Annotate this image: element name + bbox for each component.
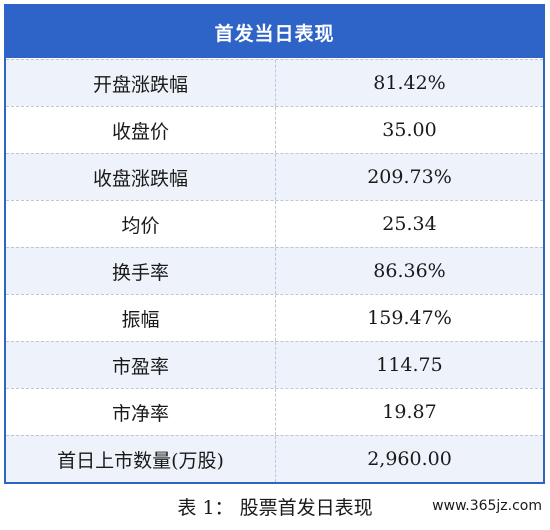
row-value: 209.73% bbox=[367, 166, 452, 188]
row-label: 市净率 bbox=[6, 389, 276, 435]
row-label: 市盈率 bbox=[6, 342, 276, 388]
table-row: 换手率 86.36% bbox=[6, 247, 543, 294]
row-value: 35.00 bbox=[382, 119, 437, 141]
table-row: 开盘涨跌幅 81.42% bbox=[6, 59, 543, 106]
row-value: 159.47% bbox=[367, 307, 452, 329]
row-value: 81.42% bbox=[373, 72, 446, 94]
table-header: 首发当日表现 bbox=[6, 6, 543, 59]
data-table: 首发当日表现 开盘涨跌幅 81.42% 收盘价 35.00 收盘涨跌幅 209.… bbox=[4, 4, 545, 484]
row-label: 开盘涨跌幅 bbox=[6, 60, 276, 106]
row-label: 收盘涨跌幅 bbox=[6, 154, 276, 200]
row-value: 2,960.00 bbox=[367, 448, 452, 470]
table-row: 首日上市数量(万股) 2,960.00 bbox=[6, 435, 543, 482]
row-label: 换手率 bbox=[6, 248, 276, 294]
table-row: 收盘涨跌幅 209.73% bbox=[6, 153, 543, 200]
row-value: 114.75 bbox=[376, 354, 443, 376]
row-value: 86.36% bbox=[373, 260, 446, 282]
table-row: 市净率 19.87 bbox=[6, 388, 543, 435]
row-label: 振幅 bbox=[6, 295, 276, 341]
row-label: 首日上市数量(万股) bbox=[6, 436, 276, 482]
row-label: 均价 bbox=[6, 201, 276, 247]
row-value: 19.87 bbox=[382, 401, 437, 423]
table-row: 均价 25.34 bbox=[6, 200, 543, 247]
table-row: 振幅 159.47% bbox=[6, 294, 543, 341]
row-label: 收盘价 bbox=[6, 107, 276, 153]
watermark: www.365jz.com bbox=[430, 498, 544, 514]
row-value: 25.34 bbox=[382, 213, 437, 235]
table-row: 收盘价 35.00 bbox=[6, 106, 543, 153]
table-row: 市盈率 114.75 bbox=[6, 341, 543, 388]
table-caption: 表 1： 股票首发日表现 bbox=[177, 497, 373, 519]
